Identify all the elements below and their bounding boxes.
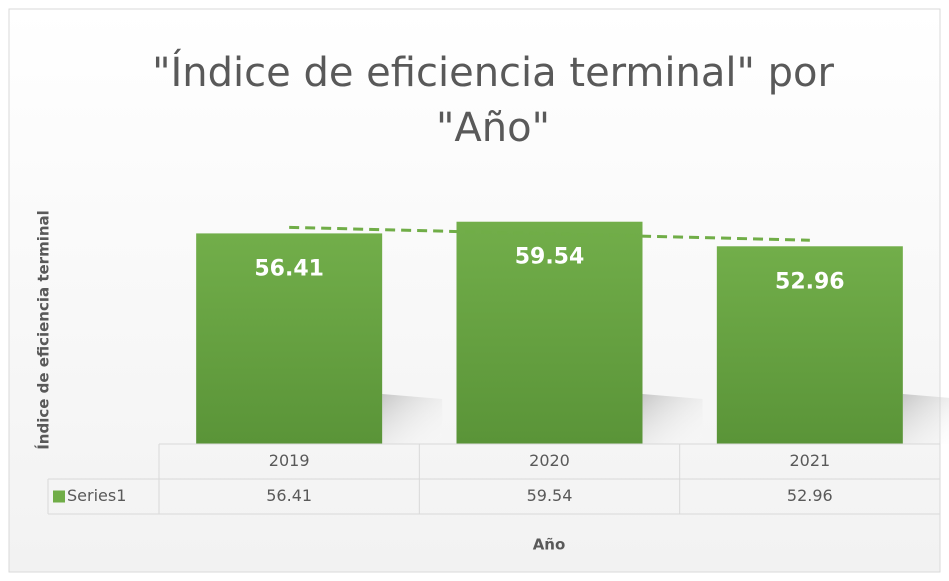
bar bbox=[196, 233, 383, 444]
x-tick-label: 2020 bbox=[529, 451, 570, 470]
bar bbox=[716, 246, 903, 444]
chart-title: "Año" bbox=[436, 105, 550, 151]
table-value: 59.54 bbox=[527, 486, 573, 505]
data-label: 52.96 bbox=[775, 269, 845, 294]
legend-label: Series1 bbox=[67, 486, 126, 505]
bar bbox=[456, 221, 643, 444]
trendline bbox=[289, 225, 810, 242]
bar-shadow bbox=[382, 394, 443, 444]
x-tick-label: 2019 bbox=[269, 451, 310, 470]
bar-shadow bbox=[902, 394, 949, 444]
y-axis-label: Índice de eficiencia terminal bbox=[34, 210, 53, 450]
table-value: 52.96 bbox=[787, 486, 833, 505]
chart-title: "Índice de eficiencia terminal" por bbox=[152, 48, 834, 96]
x-axis-label: Año bbox=[533, 536, 566, 554]
data-label: 59.54 bbox=[515, 245, 585, 270]
x-tick-label: 2021 bbox=[789, 451, 830, 470]
bar-shadow bbox=[642, 394, 703, 444]
legend-swatch bbox=[53, 490, 65, 503]
table-value: 56.41 bbox=[266, 486, 312, 505]
data-label: 56.41 bbox=[254, 256, 324, 281]
